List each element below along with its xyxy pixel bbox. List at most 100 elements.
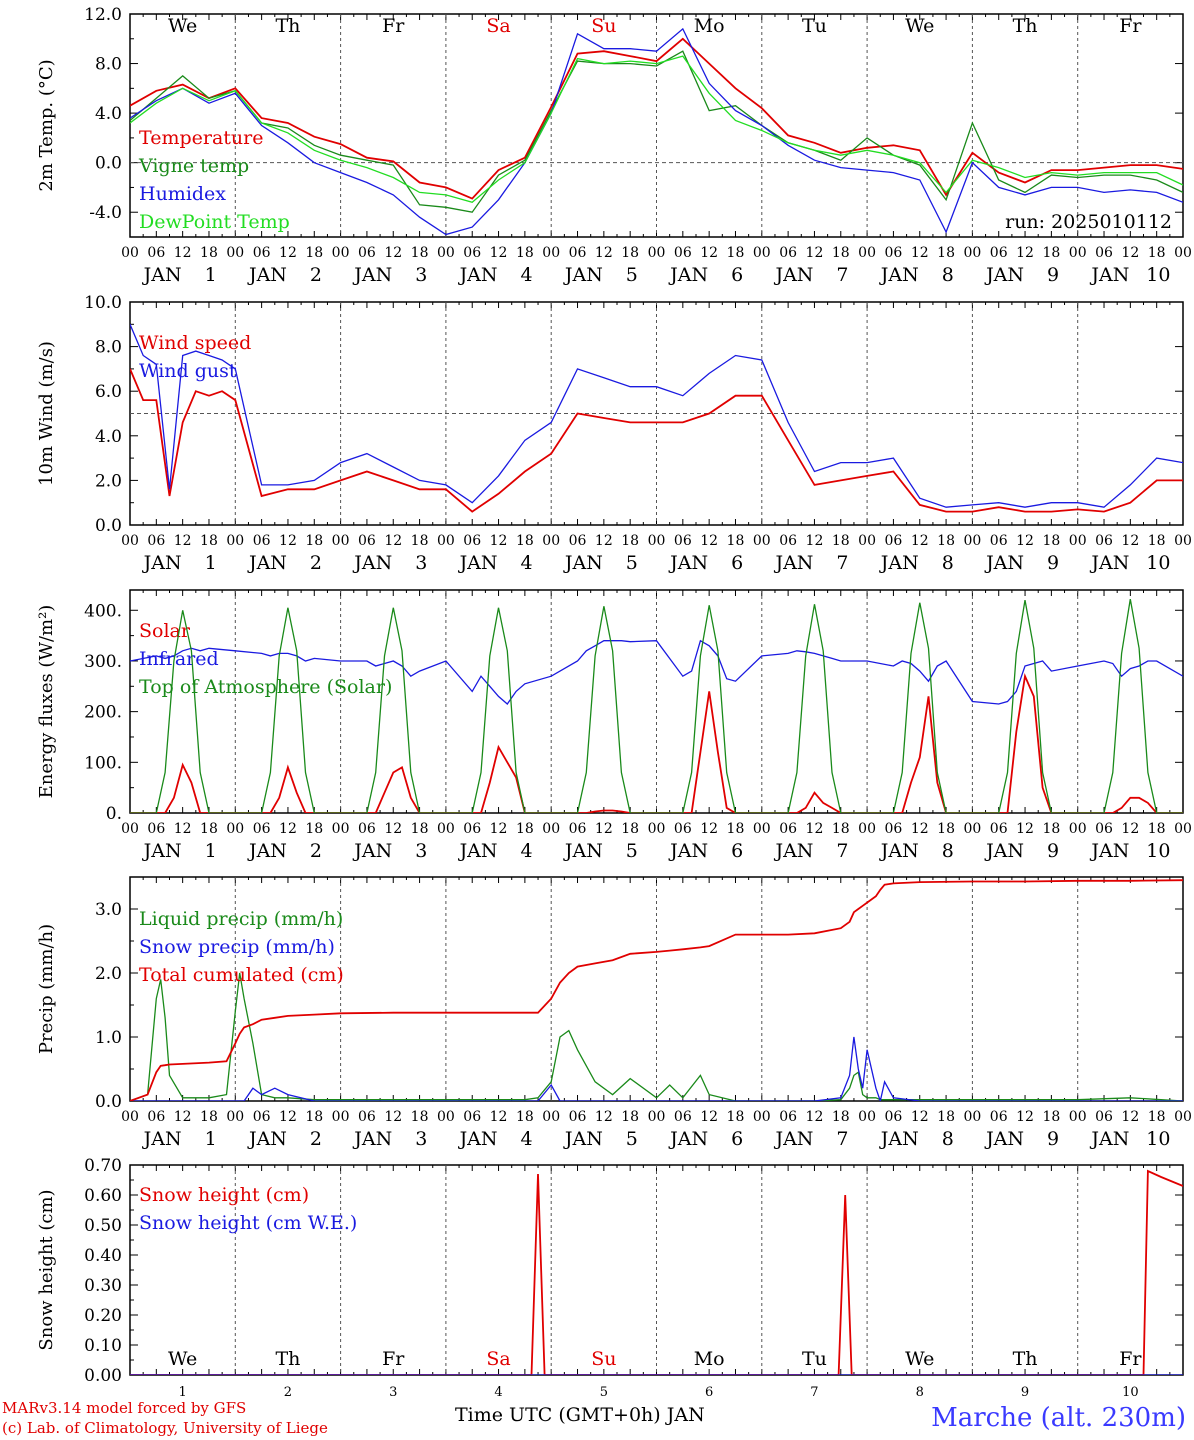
- y-tick-label: 8.0: [95, 338, 122, 358]
- day-number-label: 6: [731, 552, 743, 574]
- hour-tick-label: 00: [121, 533, 139, 549]
- hour-tick-label: 18: [516, 821, 534, 837]
- y-tick-label: 0.0: [95, 154, 122, 174]
- run-label: run: 2025010112: [1005, 211, 1172, 233]
- day-number-label: 4: [494, 1385, 502, 1400]
- hour-tick-label: 00: [648, 245, 666, 261]
- month-label: JAN: [563, 264, 603, 286]
- day-number-label: 7: [810, 1385, 818, 1400]
- hour-tick-label: 12: [279, 245, 297, 261]
- month-label: JAN: [142, 552, 182, 574]
- hour-tick-label: 18: [1042, 821, 1060, 837]
- hour-tick-label: 00: [332, 533, 350, 549]
- legend-entry: Temperature: [139, 127, 263, 149]
- hour-tick-label: 12: [595, 1109, 613, 1125]
- month-label: JAN: [352, 552, 392, 574]
- hour-tick-label: 12: [700, 821, 718, 837]
- hour-tick-label: 12: [1016, 1109, 1034, 1125]
- hour-tick-label: 00: [753, 821, 771, 837]
- legend-entry: Wind gust: [139, 360, 237, 382]
- hour-tick-label: 18: [832, 533, 850, 549]
- hour-tick-label: 18: [621, 821, 639, 837]
- series-line-red: [130, 1169, 1183, 1375]
- month-label: JAN: [879, 1128, 919, 1150]
- hour-tick-label: 12: [490, 1109, 508, 1125]
- hour-tick-label: 06: [147, 245, 165, 261]
- hour-tick-label: 12: [384, 245, 402, 261]
- hour-tick-label: 00: [963, 821, 981, 837]
- hour-tick-label: 18: [1148, 821, 1166, 837]
- hour-tick-label: 18: [1148, 245, 1166, 261]
- month-label: JAN: [458, 840, 498, 862]
- month-label: JAN: [247, 840, 287, 862]
- day-name: Su: [591, 1348, 616, 1370]
- month-label: JAN: [458, 1128, 498, 1150]
- hour-tick-label: 06: [147, 1109, 165, 1125]
- series-line-green: [130, 50, 1183, 213]
- hour-tick-label: 18: [1148, 1109, 1166, 1125]
- hour-tick-label: 06: [569, 533, 587, 549]
- hour-tick-label: 06: [253, 821, 271, 837]
- month-label: JAN: [984, 552, 1024, 574]
- month-label: JAN: [247, 264, 287, 286]
- month-label: JAN: [247, 552, 287, 574]
- month-label: JAN: [984, 264, 1024, 286]
- hour-tick-label: 18: [727, 533, 745, 549]
- day-number-label: 2: [310, 840, 322, 862]
- hour-tick-label: 18: [937, 1109, 955, 1125]
- hour-tick-label: 18: [621, 1109, 639, 1125]
- day-name: Fr: [1119, 15, 1142, 37]
- y-tick-label: 0.0: [95, 516, 122, 536]
- hour-tick-label: 12: [911, 1109, 929, 1125]
- day-number-label: 5: [626, 1128, 638, 1150]
- hour-tick-label: 06: [885, 1109, 903, 1125]
- series-line-blue: [130, 27, 1183, 236]
- day-name: Th: [1013, 1348, 1038, 1370]
- hour-tick-label: 18: [727, 1109, 745, 1125]
- day-number-label: 3: [415, 552, 427, 574]
- hour-tick-label: 12: [700, 245, 718, 261]
- month-label: JAN: [773, 1128, 813, 1150]
- day-number-label: 10: [1146, 840, 1170, 862]
- hour-tick-label: 00: [648, 1109, 666, 1125]
- hour-tick-label: 12: [174, 1109, 192, 1125]
- hour-tick-label: 18: [305, 821, 323, 837]
- hour-tick-label: 06: [463, 1109, 481, 1125]
- hour-tick-label: 00: [332, 245, 350, 261]
- hour-tick-label: 06: [358, 533, 376, 549]
- hour-tick-label: 12: [595, 245, 613, 261]
- day-number-label: 7: [836, 1128, 848, 1150]
- hour-tick-label: 18: [411, 533, 429, 549]
- day-name: Su: [591, 15, 616, 37]
- day-number-label: 1: [205, 840, 217, 862]
- hour-tick-label: 00: [226, 821, 244, 837]
- day-number-label: 10: [1146, 264, 1170, 286]
- hour-tick-label: 06: [779, 533, 797, 549]
- hour-tick-label: 00: [858, 245, 876, 261]
- series-line-green: [130, 598, 1183, 813]
- month-label: JAN: [668, 840, 708, 862]
- day-number-label: 8: [942, 840, 954, 862]
- hour-tick-label: 18: [1042, 533, 1060, 549]
- day-name: Fr: [382, 15, 405, 37]
- day-number-label: 1: [205, 552, 217, 574]
- hour-tick-label: 12: [911, 245, 929, 261]
- hour-tick-label: 18: [1042, 245, 1060, 261]
- hour-tick-label: 00: [1174, 245, 1192, 261]
- hour-tick-label: 06: [885, 821, 903, 837]
- hour-tick-label: 06: [779, 821, 797, 837]
- day-number-label: 8: [942, 552, 954, 574]
- y-tick-label: 10.0: [84, 293, 122, 313]
- hour-tick-label: 06: [674, 821, 692, 837]
- y-axis-label: Energy fluxes (W/m²): [36, 605, 57, 799]
- hour-tick-label: 18: [516, 533, 534, 549]
- hour-tick-label: 00: [226, 533, 244, 549]
- day-number-label: 5: [626, 552, 638, 574]
- y-tick-label: 12.0: [84, 5, 122, 25]
- hour-tick-label: 12: [384, 1109, 402, 1125]
- day-number-label: 3: [415, 840, 427, 862]
- hour-tick-label: 00: [121, 245, 139, 261]
- y-tick-label: 0.00: [84, 1366, 122, 1386]
- month-label: JAN: [563, 840, 603, 862]
- hour-tick-label: 06: [463, 533, 481, 549]
